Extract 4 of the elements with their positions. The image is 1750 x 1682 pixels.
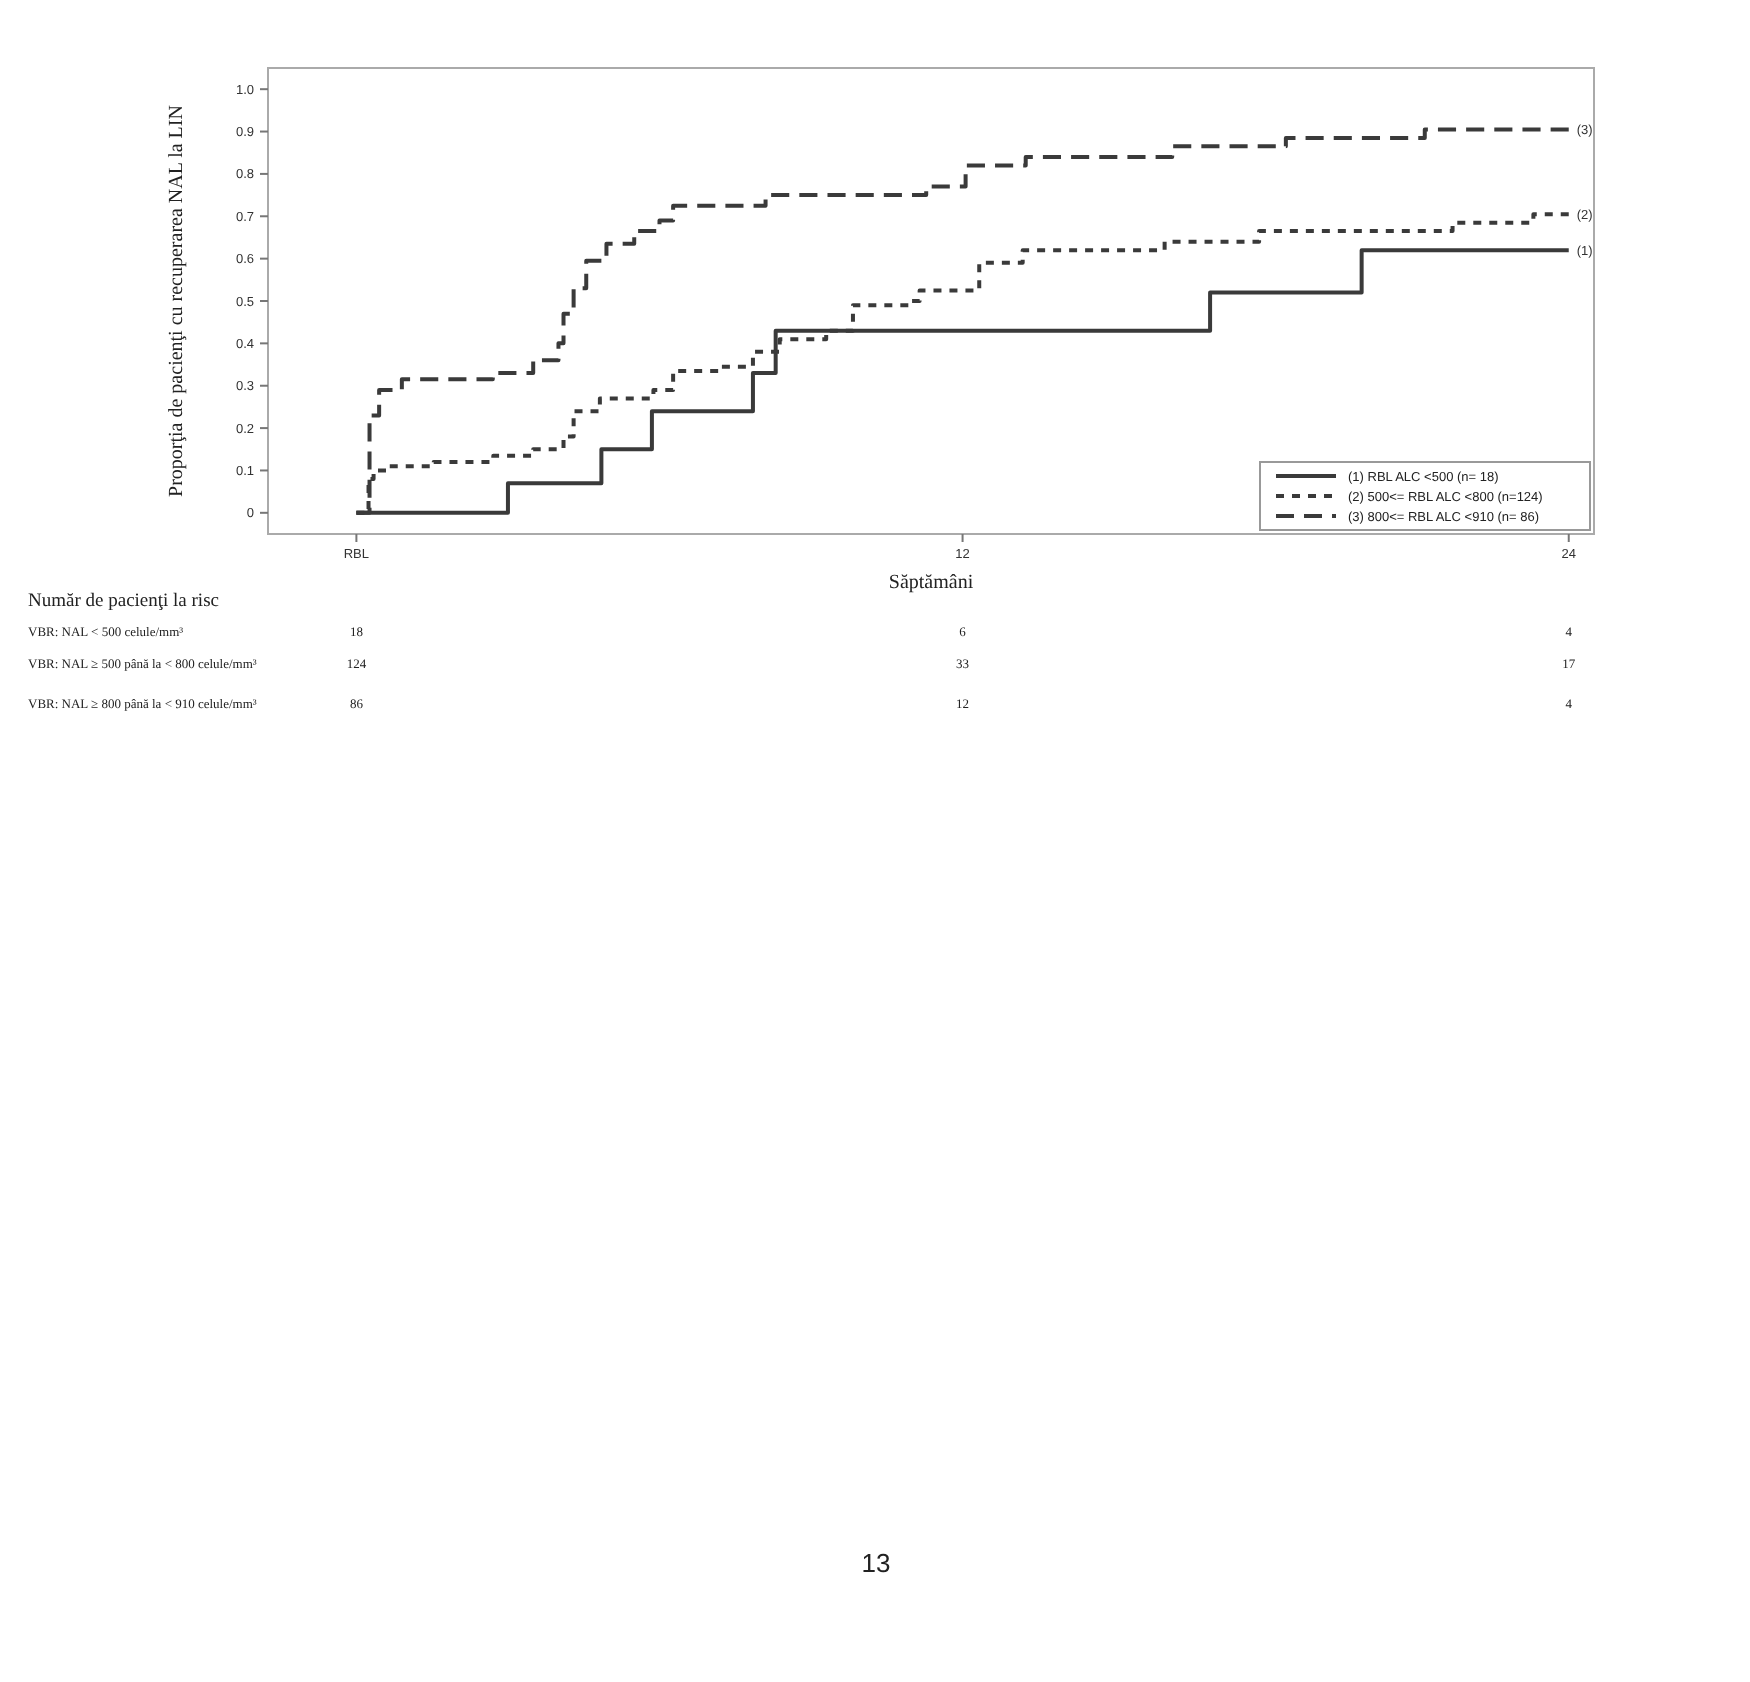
y-axis-title: Proporţia de pacienţi cu recuperarea NAL la LIN	[166, 105, 188, 497]
x-axis-title: Săptămâni	[888, 572, 974, 594]
text: Număr de pacienţi la risc	[28, 592, 219, 612]
text: 13	[861, 1548, 891, 1578]
